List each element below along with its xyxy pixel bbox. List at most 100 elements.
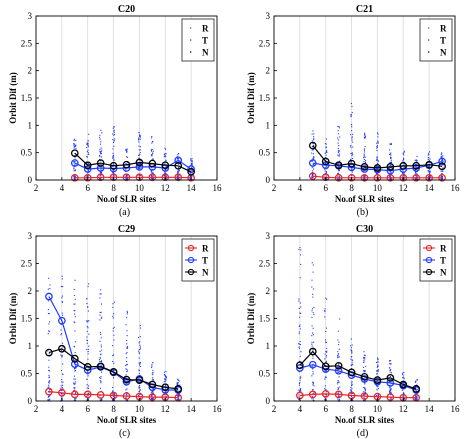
scatter-point	[363, 361, 365, 364]
scatter-point	[177, 158, 179, 160]
scatter-point	[337, 176, 339, 178]
x-tick-label: 6	[323, 404, 328, 414]
series-line-r	[299, 393, 417, 399]
scatter-point	[324, 311, 326, 313]
scatter-point	[74, 322, 76, 324]
scatter-point	[114, 138, 116, 140]
scatter-point	[324, 168, 326, 170]
scatter-point	[112, 390, 114, 392]
scatter-point	[87, 353, 89, 355]
scatter-point	[112, 330, 114, 332]
scatter-point	[363, 393, 365, 395]
scatter-point	[126, 357, 128, 359]
scatter-point	[150, 174, 153, 176]
legend-label-t: T	[202, 256, 208, 266]
scatter-point	[138, 141, 140, 143]
chart-panel-c21: 2 4 6 8 10 12 14 16 0 0.5 1 1.5 2 2.5 3 C21 No.of SLR si…	[246, 4, 460, 218]
scatter-point	[337, 166, 339, 168]
scatter-point	[389, 178, 391, 180]
scatter-point	[313, 392, 315, 394]
legend-label-r: R	[440, 24, 447, 34]
scatter-point	[86, 156, 88, 158]
series-line-r	[48, 391, 179, 399]
scatter-point	[325, 388, 327, 391]
scatter-point	[300, 306, 302, 308]
scatter-point	[152, 398, 154, 400]
legend-label-n: N	[202, 48, 209, 58]
scatter-point	[150, 155, 152, 157]
scatter-point	[338, 381, 340, 383]
legend: RTN	[181, 18, 215, 62]
scatter-point	[73, 375, 75, 377]
scatter-point	[338, 356, 340, 358]
scatter-point	[402, 177, 404, 180]
scatter-point	[113, 373, 115, 375]
scatter-point	[60, 399, 62, 401]
scatter-point	[151, 137, 153, 139]
series-line-r	[74, 176, 192, 179]
scatter-point	[352, 133, 354, 135]
scatter-point	[376, 132, 378, 134]
scatter-point	[428, 171, 430, 174]
scatter-point	[138, 362, 140, 364]
scatter-point	[191, 158, 193, 160]
scatter-point	[324, 162, 327, 164]
scatter-point	[338, 149, 340, 151]
scatter-point	[429, 168, 431, 170]
scatter-point	[312, 383, 314, 385]
y-tick-label: 1	[266, 341, 271, 351]
scatter-point	[99, 387, 102, 389]
scatter-point	[441, 155, 443, 157]
data-point-n	[412, 385, 421, 393]
scatter-point	[99, 358, 101, 361]
scatter-point	[299, 247, 301, 249]
series-line-n	[48, 348, 179, 390]
chart-title: C30	[356, 224, 373, 235]
scatter-point	[337, 148, 339, 150]
scatter-point	[390, 389, 392, 391]
scatter-point	[298, 347, 301, 349]
scatter-point	[377, 357, 379, 359]
scatter-point	[113, 169, 115, 171]
scatter-point	[428, 152, 430, 154]
scatter-point	[313, 156, 315, 158]
scatter-point	[403, 150, 405, 152]
scatter-point	[189, 178, 191, 180]
scatter-point	[74, 313, 76, 315]
scatter-point	[126, 150, 128, 152]
data-point-t	[334, 366, 343, 375]
scatter-point	[312, 149, 315, 151]
data-point-t	[70, 159, 79, 167]
scatter-point	[326, 152, 328, 154]
series-line-n	[74, 152, 192, 173]
scatter-point	[138, 394, 140, 396]
scatter-point	[125, 324, 127, 326]
scatter-point	[298, 384, 301, 386]
scatter-point	[164, 380, 166, 382]
data-point-n	[70, 149, 79, 158]
scatter-point	[351, 152, 353, 154]
scatter-point	[47, 350, 49, 352]
scatter-point	[73, 294, 75, 297]
scatter-point	[415, 177, 417, 180]
scatter-point	[403, 395, 405, 397]
x-tick-label: 14	[187, 183, 197, 193]
scatter-point	[364, 393, 367, 395]
legend-label-t: T	[202, 36, 208, 46]
data-point-r	[58, 388, 66, 397]
scatter-point	[351, 388, 353, 390]
scatter-point	[298, 300, 300, 302]
scatter-point	[325, 172, 327, 174]
scatter-point	[403, 371, 405, 374]
legend-swatch-marker	[187, 256, 195, 264]
scatter-point	[62, 346, 64, 348]
scatter-point	[74, 169, 76, 171]
scatter-point	[402, 375, 404, 377]
scatter-point	[351, 167, 353, 169]
scatter-point	[414, 387, 416, 389]
scatter-point	[138, 352, 140, 354]
scatter-point	[377, 370, 379, 372]
legend-swatch-dot	[190, 51, 192, 53]
scatter-point	[403, 392, 405, 394]
scatter-point	[74, 392, 77, 394]
